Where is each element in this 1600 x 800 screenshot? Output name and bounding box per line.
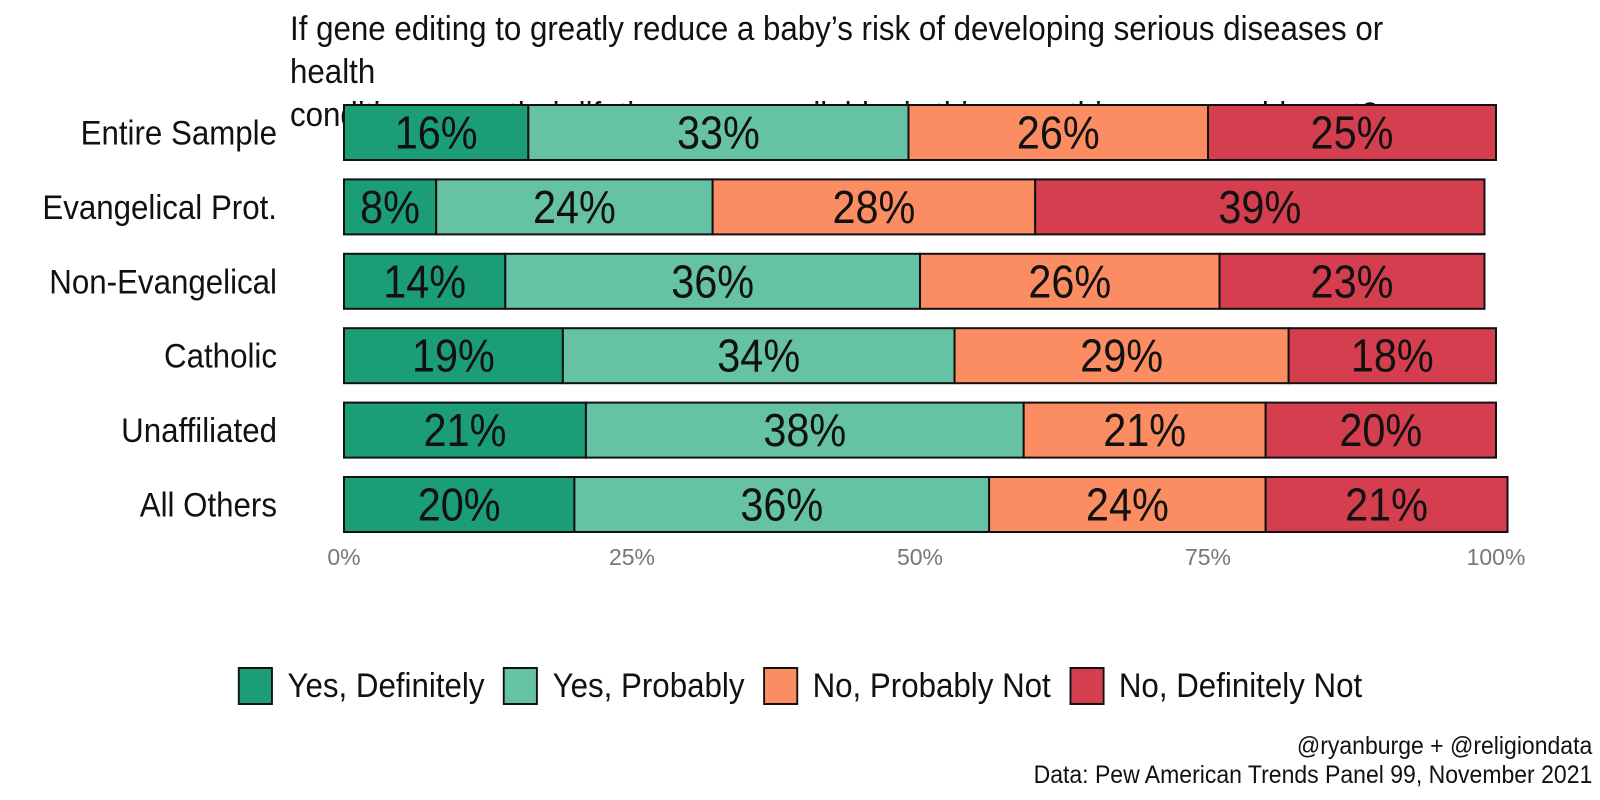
legend-swatch-yes-definitely: [237, 667, 273, 705]
legend-swatch-yes-probably: [502, 667, 538, 705]
chart-legend: Yes, Definitely Yes, Probably No, Probab…: [64, 662, 1536, 710]
legend-label-no-definitely-not: No, Definitely Not: [1118, 666, 1363, 705]
x-tick-label: 50%: [897, 544, 943, 570]
bar-segment: [584, 401, 1025, 459]
legend-swatch-no-definitely-not: [1069, 667, 1105, 705]
data-label: 21%: [1345, 480, 1428, 532]
category-label: Evangelical Prot.: [42, 188, 277, 227]
stacked-bar-chart: Entire Sample 16% 33% 26% 25% Evangelical Pro…: [42, 104, 1526, 570]
bar-segment: [435, 178, 714, 236]
bar-segment: [1207, 104, 1497, 161]
data-label: 26%: [1028, 256, 1111, 308]
source-text: Data: Pew American Trends Panel 99, Nove…: [1033, 761, 1592, 789]
x-tick-label: 25%: [609, 544, 655, 570]
data-label: 24%: [1086, 480, 1169, 532]
legend-item-yes-definitely: Yes, Definitely: [237, 666, 485, 706]
bar-segment: [573, 476, 991, 533]
credit-text: @ryanburge + @religiondata: [1296, 732, 1592, 760]
bar-segment: [1034, 178, 1486, 236]
data-label: 38%: [763, 405, 846, 457]
legend-item-no-definitely-not: No, Definitely Not: [1069, 667, 1362, 706]
data-label: 18%: [1351, 331, 1434, 383]
legend-label-no-probably-not: No, Probably Not: [812, 666, 1051, 705]
data-label: 20%: [1339, 405, 1422, 457]
data-label: 23%: [1311, 256, 1394, 308]
bar-segment: [504, 252, 921, 310]
legend-label-yes-definitely: Yes, Definitely: [287, 666, 485, 705]
bar-segment: [919, 252, 1221, 310]
bar-segment: [711, 178, 1037, 236]
x-tick-label: 0%: [327, 544, 360, 570]
data-label: 24%: [533, 182, 616, 234]
data-label: 14%: [383, 256, 466, 308]
chart-footer: @ryanburge + @religiondata Data: Pew Ame…: [1033, 732, 1592, 790]
bar-segment: [1264, 401, 1497, 459]
data-label: 21%: [424, 405, 507, 457]
bar-segment: [1218, 252, 1486, 310]
bar-segment: [953, 327, 1290, 385]
data-label: 21%: [1103, 405, 1186, 457]
data-label: 26%: [1017, 108, 1100, 160]
category-label: Catholic: [164, 336, 277, 375]
x-tick-label: 75%: [1185, 544, 1231, 570]
data-label: 39%: [1218, 182, 1301, 234]
category-label: Unaffiliated: [121, 411, 277, 450]
bar-segment: [343, 401, 587, 459]
data-label: 16%: [395, 108, 478, 160]
data-label: 25%: [1311, 108, 1394, 160]
bar-segment: [1287, 327, 1498, 385]
data-label: 29%: [1080, 331, 1163, 383]
data-label: 36%: [740, 480, 823, 532]
category-label: All Others: [140, 485, 277, 524]
legend-label-yes-probably: Yes, Probably: [552, 666, 745, 705]
data-label: 20%: [418, 480, 501, 532]
data-label: 34%: [717, 331, 800, 383]
bar-segment: [343, 476, 576, 533]
legend-item-no-probably-not: No, Probably Not: [762, 666, 1051, 706]
bar-segment: [343, 252, 507, 310]
bar-segment: [1022, 401, 1267, 459]
bar-segment: [343, 178, 438, 236]
chart-title-line-1: If gene editing to greatly reduce a baby…: [290, 10, 1384, 91]
data-label: 33%: [677, 108, 760, 160]
data-label: 36%: [671, 256, 754, 308]
legend-item-yes-probably: Yes, Probably: [502, 666, 745, 706]
x-tick-label: 100%: [1467, 544, 1526, 570]
bar-segment: [527, 104, 910, 161]
bar-segment: [988, 476, 1267, 533]
category-label: Non-Evangelical: [49, 262, 277, 301]
legend-swatch-no-probably-not: [762, 667, 798, 705]
data-label: 28%: [832, 182, 915, 234]
data-label: 19%: [412, 331, 495, 383]
bar-segment: [1264, 476, 1509, 533]
bar-segment: [343, 327, 564, 385]
data-label: 8%: [360, 182, 420, 234]
bar-segment: [907, 104, 1209, 161]
category-label: Entire Sample: [81, 113, 277, 152]
